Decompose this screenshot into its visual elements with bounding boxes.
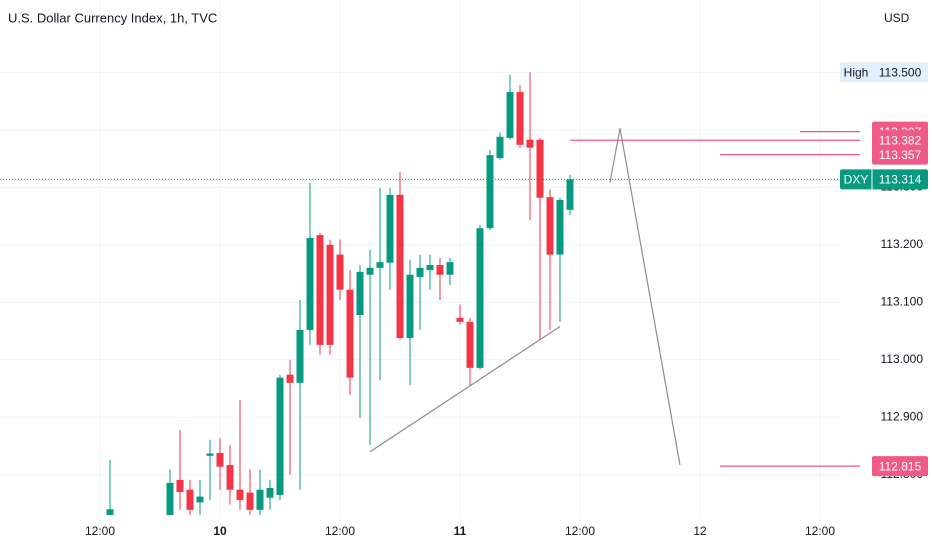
price-level-label: 112.815 [879,459,922,473]
price-level-box [872,144,928,165]
trend-line [609,128,681,466]
candle-body [426,264,434,271]
chart-title: U.S. Dollar Currency Index, 1h, TVC [8,10,217,25]
candle-body [356,271,364,315]
candle-body [446,262,454,275]
currency-label: USD [884,11,910,25]
y-tick-label: 112.900 [881,409,924,423]
candle-body [246,492,254,510]
last-price-value: 113.314 [879,173,922,187]
candle-body [466,321,474,368]
candle-body [316,235,324,345]
candle-body [406,274,414,338]
candle-body [216,452,224,467]
last-price-box [840,169,928,190]
candle-body [266,487,274,498]
candle-body [256,489,264,510]
candle-body [186,489,194,510]
candle-body [326,244,334,345]
x-tick-label: 12:00 [325,524,355,538]
candle-body [376,262,384,268]
high-box [840,62,928,83]
x-tick-label: 12:00 [805,524,835,538]
x-tick-label: 12:00 [565,524,595,538]
x-tick-label: 11 [454,524,467,538]
candle-body [496,136,504,159]
candle-body [486,155,494,229]
high-value: 113.500 [879,66,922,80]
candle-body [526,139,534,148]
candle-body [476,228,484,368]
x-tick-label: 12:00 [85,524,115,538]
candle-body [456,317,464,322]
trend-line [369,325,561,453]
candle-body [566,179,574,210]
candle-body [236,489,244,501]
price-level-box [872,456,928,477]
candle-body [176,479,184,493]
candle-body [206,453,214,456]
candle-body [416,267,424,278]
candle-body [306,237,314,330]
candle-body [166,482,174,515]
high-name: High [844,66,869,80]
candle-body [346,289,354,378]
candle-body [436,264,444,275]
candle-body [196,496,204,503]
candle-body [546,197,554,255]
candle-body [366,267,374,275]
candle-body [506,91,514,138]
x-tick-label: 12 [693,524,707,538]
y-tick-label: 113.000 [881,352,924,366]
y-tick-label: 113.200 [881,237,924,251]
candle-body [386,194,394,263]
candle-body [336,254,344,290]
price-level-label: 113.382 [879,133,922,147]
candle-body [276,377,284,495]
candle-body [516,91,524,145]
candle-body [536,139,544,198]
candle-body [556,200,564,255]
y-tick-label: 113.100 [881,295,924,309]
candle-body [286,374,294,383]
candle-body [106,509,114,515]
price-level-label: 113.357 [879,148,922,162]
candle-body [296,329,304,383]
candle-body [396,194,404,338]
last-price-name: DXY [844,173,869,187]
x-tick-label: 10 [213,524,227,538]
candle-body [226,464,234,490]
